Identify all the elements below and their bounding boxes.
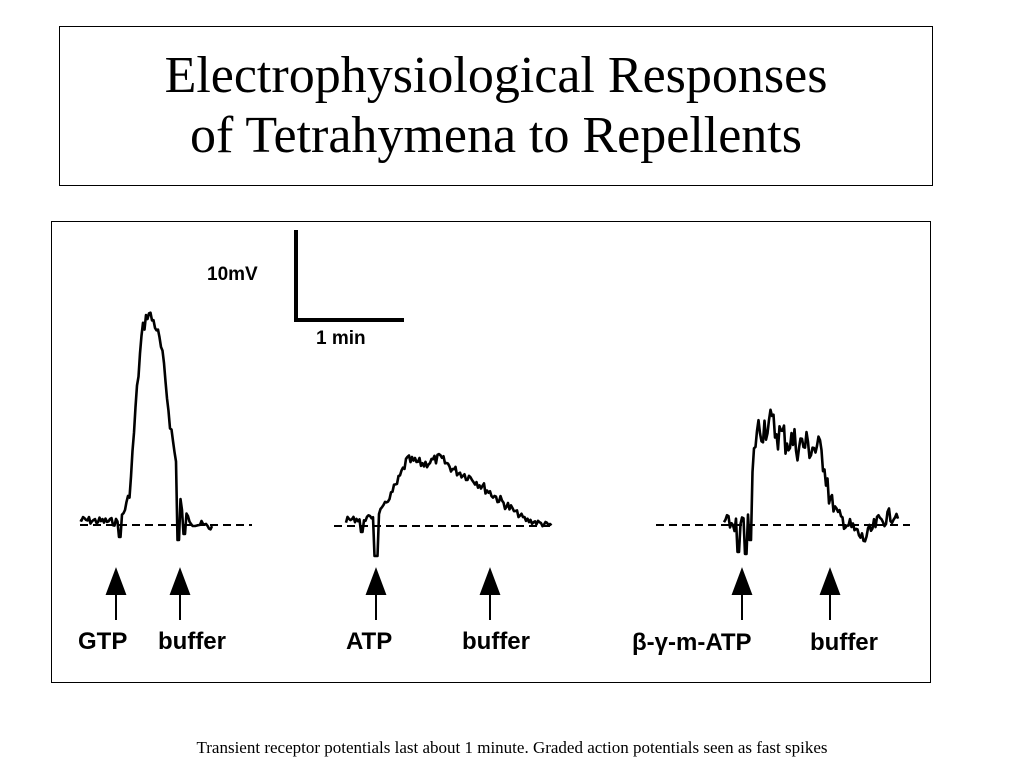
trace-atp [344, 452, 553, 558]
label-buffer-1: buffer [158, 628, 226, 655]
title-box: Electrophysiological Responses of Tetrah… [59, 26, 933, 186]
slide-caption: Transient receptor potentials last about… [196, 738, 828, 757]
slide-title-line-2: of Tetrahymena to Repellents [190, 107, 802, 164]
traces [79, 311, 900, 558]
arrow-up-icon [819, 567, 841, 620]
baselines [80, 524, 910, 527]
slide-title-line-1: Electrophysiological Responses [164, 47, 828, 104]
scale-bar-voltage-label: 10mV [207, 264, 258, 285]
label-buffer-3: buffer [810, 629, 878, 656]
arrows [105, 567, 841, 620]
figure-panel: 10mV 1 min [51, 221, 931, 683]
label-buffer-2: buffer [462, 628, 530, 655]
stimulus-labels: GTP buffer ATP buffer β-γ-m-ATP buffer [78, 628, 878, 656]
scale-bar-lines [294, 230, 404, 322]
arrow-up-icon [365, 567, 387, 620]
arrow-up-icon [731, 567, 753, 620]
scale-bar-time-label: 1 min [316, 328, 366, 349]
electrophysiology-figure: 10mV 1 min [78, 230, 910, 656]
label-atp: ATP [346, 628, 392, 655]
arrow-up-icon [105, 567, 127, 620]
arrow-up-icon [169, 567, 191, 620]
label-gtp: GTP [78, 628, 127, 655]
label-beta-gamma-m-atp: β-γ-m-ATP [632, 629, 752, 656]
slide-title: Electrophysiological Responses of Tetrah… [165, 46, 828, 166]
trace-beta-gamma-m-atp [722, 408, 900, 556]
trace-gtp [79, 311, 214, 542]
arrow-up-icon [479, 567, 501, 620]
scale-bar: 10mV 1 min [207, 230, 404, 349]
